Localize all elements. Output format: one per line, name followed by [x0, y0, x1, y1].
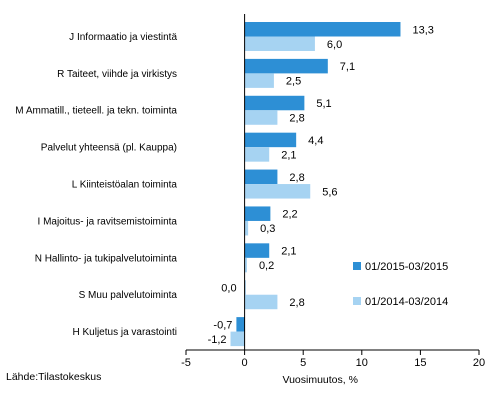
category-label: M Ammatill., tieteell. ja tekn. toiminta: [15, 106, 177, 117]
bar-series-1: [244, 22, 401, 37]
bar-series-1: [244, 58, 328, 74]
legend-label: 01/2015-03/2015: [365, 261, 448, 273]
category-label: I Majoitus- ja ravitsemistoiminta: [38, 216, 178, 227]
value-label: 13,3: [412, 24, 433, 36]
value-label: -0,7: [213, 319, 232, 331]
bar-series-1: [244, 169, 278, 185]
bar-series-2: [244, 110, 278, 125]
bar-series-2: [244, 147, 270, 162]
bar-series-2: [244, 73, 274, 88]
value-label: 7,1: [340, 61, 355, 73]
value-label: 6,0: [327, 39, 342, 51]
category-label: Palvelut yhteensä (pl. Kauppa): [41, 143, 177, 154]
value-label: 2,8: [289, 297, 304, 309]
x-axis-title: Vuosimuutos, %: [282, 374, 357, 386]
source-note: Lähde:Tilastokeskus: [6, 371, 101, 383]
value-label: 2,2: [282, 209, 297, 221]
legend-swatch: [353, 297, 361, 305]
value-label: 5,1: [316, 98, 331, 110]
x-axis-ticks: -5 0 5 10 15 20: [181, 350, 485, 369]
category-labels: J Informaatio ja viestintä R Taiteet, vii…: [15, 32, 177, 338]
x-tick-label: 15: [414, 357, 426, 369]
legend: 01/2015-03/2015 01/2014-03/2014: [353, 261, 448, 308]
value-label: 4,4: [308, 135, 323, 147]
bar-series-1: [244, 243, 270, 258]
x-tick-label: 20: [473, 357, 485, 369]
value-label: 0,2: [259, 260, 274, 272]
value-label: 0,0: [221, 282, 236, 294]
x-tick-label: 0: [242, 357, 248, 369]
category-label: L Kiinteistöalan toiminta: [72, 180, 178, 191]
value-label: 2,1: [281, 246, 296, 258]
value-label: 2,8: [289, 172, 304, 184]
x-tick-label: 10: [356, 357, 368, 369]
legend-swatch: [353, 262, 361, 270]
bar-series-1: [244, 132, 297, 148]
bar-series-2: [244, 257, 247, 273]
value-label: -1,2: [208, 334, 227, 346]
bar-series-2: [244, 294, 278, 310]
legend-label: 01/2014-03/2014: [365, 296, 448, 308]
bar-series-1: [244, 95, 305, 111]
bar-series-2: [244, 36, 315, 51]
bar-series-1: [244, 206, 271, 221]
category-label: S Muu palvelutoiminta: [79, 290, 178, 301]
x-tick-label: 5: [300, 357, 306, 369]
category-label: R Taiteet, viihde ja virkistys: [57, 69, 177, 80]
bar-series-2: [244, 220, 249, 236]
category-label: N Hallinto- ja tukipalvelutoiminta: [35, 253, 178, 264]
value-label: 2,1: [281, 149, 296, 161]
bar-series-2: [230, 331, 245, 347]
value-label: 2,8: [289, 113, 304, 125]
bar-series-1: [236, 317, 245, 332]
value-label: 5,6: [322, 186, 337, 198]
value-label: 0,3: [260, 223, 275, 235]
category-label: J Informaatio ja viestintä: [69, 32, 177, 43]
bar-series-2: [244, 184, 311, 199]
axes: [186, 14, 479, 351]
value-label: 2,5: [286, 76, 301, 88]
bars-group: [230, 22, 401, 347]
category-label: H Kuljetus ja varastointi: [73, 327, 178, 338]
x-tick-label: -5: [181, 357, 191, 369]
value-labels: 13,3 6,0 7,1 2,5 5,1 2,8 4,4 2,1 2,8 5,6 2,2 0,3 2,1…: [208, 24, 434, 346]
